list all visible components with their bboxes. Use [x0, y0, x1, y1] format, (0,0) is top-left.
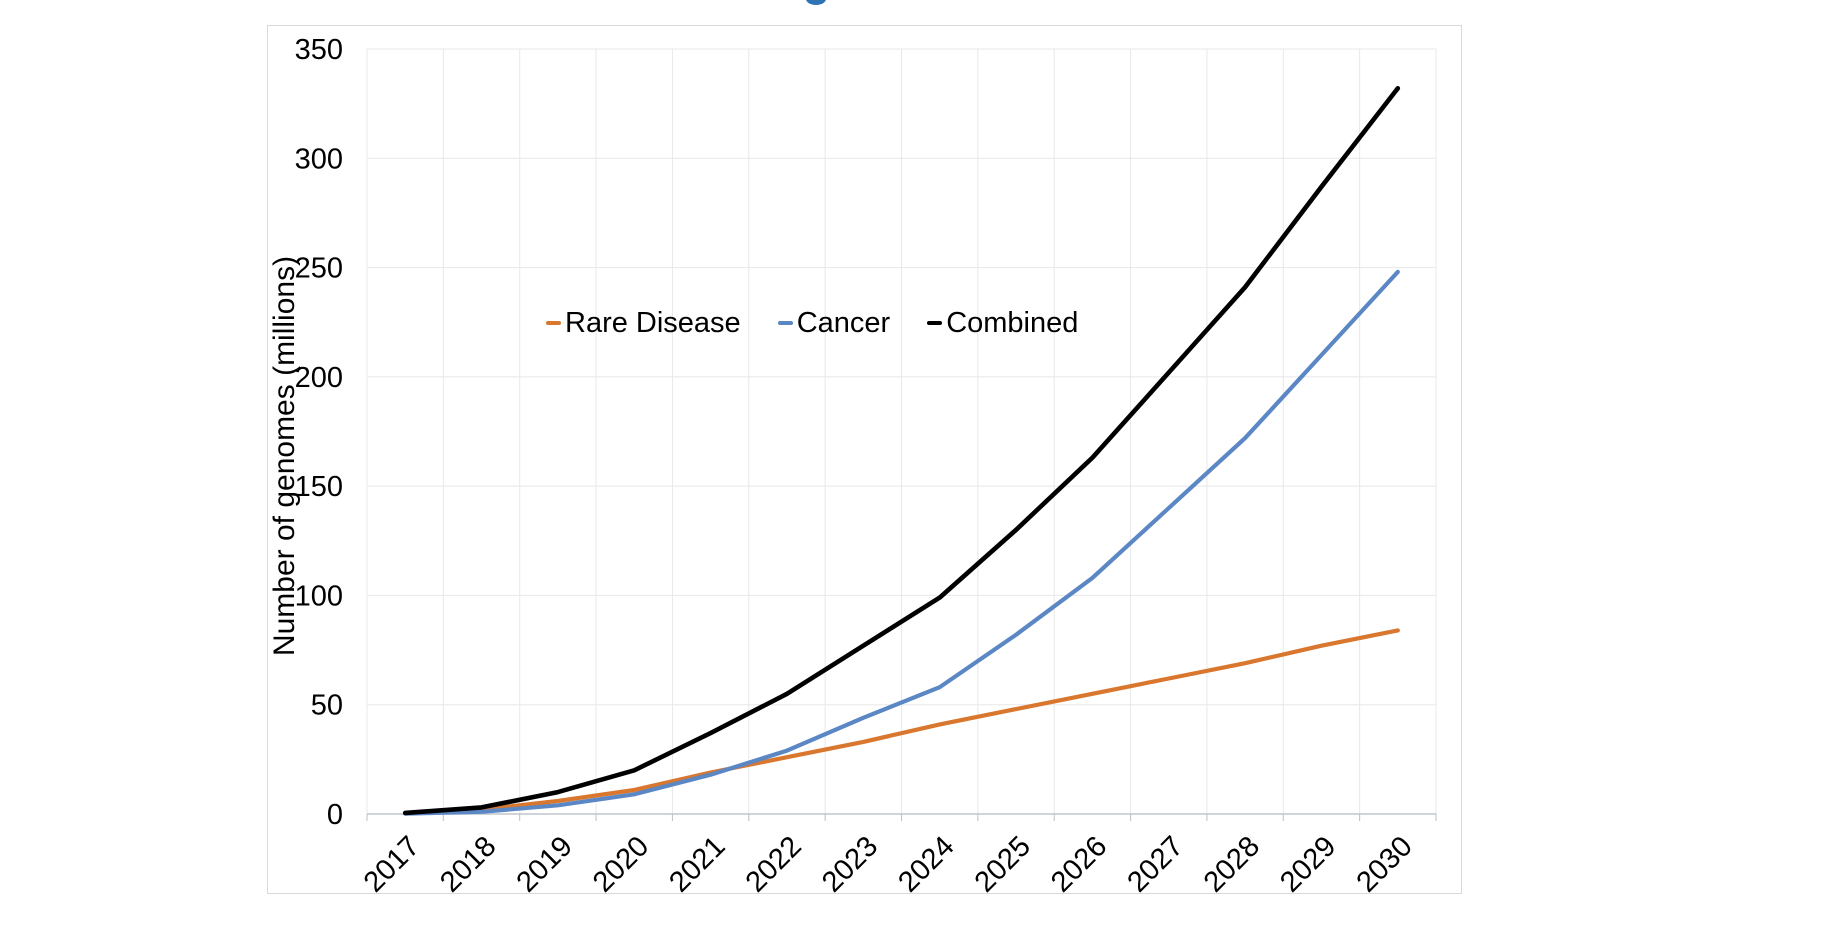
x-tick-label: 2019 [511, 830, 579, 893]
series-line-cancer [403, 269, 1400, 816]
legend-item-combined: Combined [927, 307, 1078, 340]
y-tick-label: 0 [327, 799, 343, 831]
clipped-chart-title-fragment [806, 0, 826, 5]
y-tick-label: 350 [295, 34, 343, 66]
y-tick-label: 200 [295, 362, 343, 394]
y-tick-label: 50 [311, 690, 343, 722]
chart-legend: Rare Disease Cancer Combined [546, 307, 1078, 339]
x-tick-label: 2030 [1351, 830, 1419, 893]
series-line-rare-disease [403, 628, 1400, 816]
axes-layer [366, 813, 1437, 821]
x-tick-label: 2022 [740, 830, 808, 893]
chart-panel: 0 50 100 150 200 250 300 350 2017 2018 2019 2020 202… [267, 25, 1462, 899]
x-tick-label: 2024 [892, 830, 960, 893]
y-tick-label: 250 [295, 253, 343, 285]
x-tick-label: 2021 [663, 830, 731, 893]
x-tick-label: 2020 [587, 830, 655, 893]
x-tick-label: 2026 [1045, 830, 1113, 893]
legend-label-rare-disease: Rare Disease [565, 306, 741, 339]
legend-swatch-cancer [777, 321, 793, 325]
x-tick-label: 2023 [816, 830, 884, 893]
series-layer [402, 85, 1401, 816]
x-tick-label: 2029 [1274, 830, 1342, 893]
x-tick-label: 2017 [358, 830, 426, 893]
x-tick-label: 2028 [1198, 830, 1266, 893]
y-tick-label: 150 [295, 471, 343, 503]
legend-swatch-rare-disease [546, 321, 561, 325]
y-tick-label: 300 [295, 143, 343, 175]
gridlines-layer [366, 48, 1437, 814]
legend-swatch-combined [927, 321, 943, 325]
y-tick-label: 100 [295, 580, 343, 612]
legend-item-rare-disease: Rare Disease [546, 307, 741, 340]
legend-label-combined: Combined [946, 306, 1079, 339]
legend-label-cancer: Cancer [796, 306, 891, 339]
legend-item-cancer: Cancer [777, 306, 891, 340]
x-tick-label: 2018 [434, 830, 502, 893]
y-axis-title: Number of genomes (millions) [268, 256, 301, 656]
series-line-combined [402, 85, 1401, 816]
x-tick-label: 2025 [969, 830, 1037, 893]
x-tick-label: 2027 [1121, 830, 1189, 893]
